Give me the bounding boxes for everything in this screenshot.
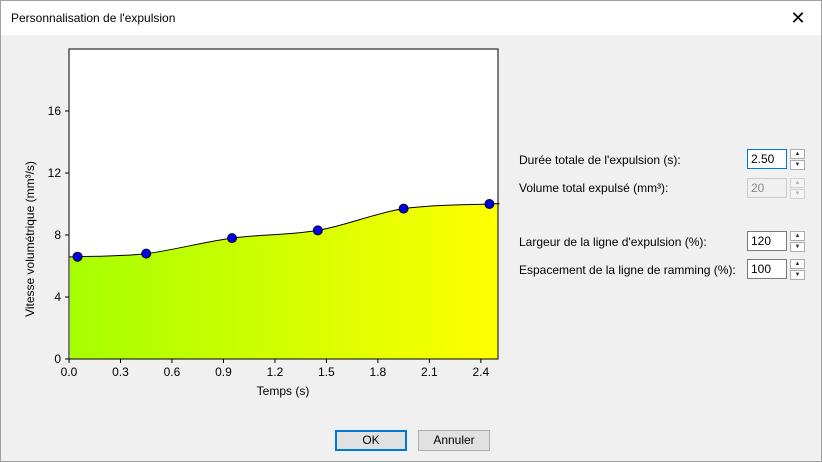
- duration-stepper[interactable]: ▲ ▼: [790, 149, 806, 171]
- line-width-down-arrow-icon[interactable]: ▼: [790, 242, 805, 252]
- ok-button[interactable]: OK: [335, 430, 407, 451]
- y-tick-label: 8: [54, 228, 61, 242]
- volume-stepper: ▲ ▼: [790, 178, 806, 200]
- ramming-spacing-label: Espacement de la ligne de ramming (%):: [519, 263, 736, 277]
- volume-field: [747, 178, 787, 198]
- y-tick-label: 4: [54, 290, 61, 304]
- title-bar: Personnalisation de l'expulsion ✕: [1, 1, 821, 35]
- x-tick-label: 0.9: [215, 365, 232, 379]
- cancel-button[interactable]: Annuler: [418, 430, 490, 451]
- duration-down-arrow-icon[interactable]: ▼: [790, 160, 805, 170]
- line-width-field[interactable]: [747, 231, 787, 251]
- x-tick-label: 1.5: [318, 365, 335, 379]
- ramming-spacing-down-arrow-icon[interactable]: ▼: [790, 270, 805, 280]
- duration-up-arrow-icon[interactable]: ▲: [790, 149, 805, 159]
- line-width-stepper[interactable]: ▲ ▼: [790, 231, 806, 253]
- series-line: [69, 203, 500, 258]
- duration-field[interactable]: [747, 149, 787, 169]
- y-tick-label: 12: [48, 166, 62, 180]
- y-tick-label: 16: [48, 104, 62, 118]
- x-axis-label: Temps (s): [257, 384, 310, 398]
- control-point[interactable]: [227, 233, 238, 244]
- control-point[interactable]: [312, 225, 323, 236]
- area-fill: [69, 203, 500, 359]
- x-tick-label: 0.0: [61, 365, 78, 379]
- line-width-up-arrow-icon[interactable]: ▲: [790, 231, 805, 241]
- ramming-spacing-field[interactable]: [747, 259, 787, 279]
- x-tick-label: 0.6: [164, 365, 181, 379]
- x-tick-label: 1.8: [370, 365, 387, 379]
- x-tick-label: 2.1: [421, 365, 438, 379]
- volumetric-speed-chart[interactable]: 0.0 0.3 0.6 0.9 1.2 1.5 1.8 2.1 2.4 0 4 8 12 16 Temp…: [1, 35, 511, 405]
- control-point[interactable]: [398, 203, 409, 214]
- control-point[interactable]: [141, 248, 152, 259]
- x-tick-label: 1.2: [267, 365, 284, 379]
- x-tick-label: 0.3: [112, 365, 129, 379]
- volume-down-arrow-icon: ▼: [790, 189, 805, 199]
- ramming-spacing-stepper[interactable]: ▲ ▼: [790, 259, 806, 281]
- control-point[interactable]: [72, 251, 83, 262]
- y-axis-label: Vitesse volumétrique (mm³/s): [23, 161, 37, 317]
- duration-label: Durée totale de l'expulsion (s):: [519, 153, 681, 167]
- line-width-label: Largeur de la ligne d'expulsion (%):: [519, 235, 707, 249]
- x-tick-label: 2.4: [472, 365, 489, 379]
- close-icon[interactable]: ✕: [790, 8, 806, 28]
- volume-label: Volume total expulsé (mm³):: [519, 181, 669, 195]
- plot-frame: [68, 48, 499, 360]
- volume-up-arrow-icon: ▲: [790, 178, 805, 188]
- control-point[interactable]: [484, 199, 495, 209]
- ramming-spacing-up-arrow-icon[interactable]: ▲: [790, 259, 805, 269]
- window-title: Personnalisation de l'expulsion: [11, 11, 176, 25]
- y-tick-label: 0: [54, 352, 61, 366]
